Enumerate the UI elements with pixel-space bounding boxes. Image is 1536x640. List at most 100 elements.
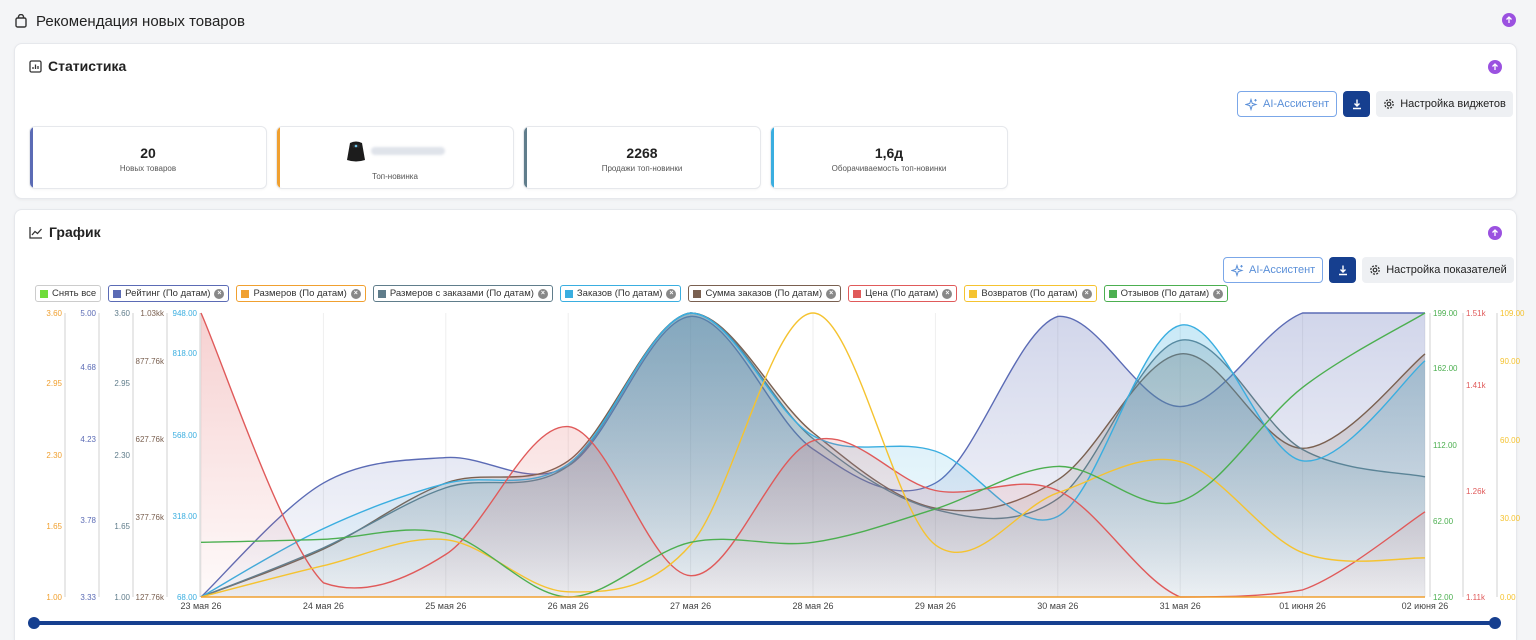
legend-clear-all[interactable]: Снять все	[35, 285, 102, 302]
y-tick-label: 199.00	[1433, 309, 1458, 318]
legend-item[interactable]: Отзывов (По датам) ×	[1103, 285, 1229, 302]
range-slider-start-handle[interactable]	[28, 617, 40, 629]
y-tick-label: 1.03kk	[140, 309, 165, 318]
collapse-graph-button[interactable]	[1488, 226, 1502, 240]
kpi-label: Новых товаров	[119, 164, 177, 173]
y-tick-label: 1.11k	[1466, 593, 1486, 602]
graph-download-button[interactable]	[1329, 257, 1357, 283]
remove-series-icon[interactable]: ×	[214, 288, 225, 299]
legend-swatch	[969, 289, 978, 298]
legend-label: Отзывов (По датам)	[1120, 288, 1210, 299]
x-tick-label: 27 мая 26	[670, 601, 711, 611]
top-product-preview	[277, 139, 513, 163]
kpi-label: Продажи топ-новинки	[601, 164, 683, 173]
y-tick-label: 818.00	[173, 349, 198, 358]
x-tick-label: 25 мая 26	[425, 601, 466, 611]
y-tick-label: 127.76k	[136, 593, 165, 602]
x-tick-label: 28 мая 26	[792, 601, 833, 611]
legend-label: Рейтинг (По датам)	[125, 288, 211, 299]
legend-item[interactable]: Сумма заказов (По датам) ×	[688, 285, 842, 302]
stats-ai-assistant-button[interactable]: AI-Ассистент	[1237, 91, 1338, 117]
remove-series-icon[interactable]: ×	[826, 288, 837, 299]
graph-ai-assistant-button[interactable]: AI-Ассистент	[1223, 257, 1324, 283]
remove-series-icon[interactable]: ×	[666, 288, 677, 299]
chart-legend: Снять все Рейтинг (По датам) × Размеров (П…	[35, 285, 1229, 302]
legend-item[interactable]: Цена (По датам) ×	[848, 285, 958, 302]
metrics-settings-button[interactable]: Настройка показателей	[1362, 257, 1514, 283]
legend-item[interactable]: Заказов (По датам) ×	[559, 285, 682, 302]
y-tick-label: 3.60	[114, 309, 130, 318]
legend-label: Размеров (По датам)	[253, 288, 347, 299]
download-icon	[1352, 99, 1361, 110]
legend-swatch	[693, 289, 702, 298]
kpi-top-product[interactable]: Топ-новинка	[276, 126, 514, 189]
remove-series-icon[interactable]: ×	[942, 288, 953, 299]
y-tick-label: 377.76k	[136, 513, 165, 522]
arrow-up-icon	[1492, 63, 1498, 70]
stats-download-button[interactable]	[1343, 91, 1371, 117]
legend-swatch	[113, 289, 122, 298]
y-tick-label: 30.00	[1500, 514, 1521, 523]
range-slider-end-handle[interactable]	[1489, 617, 1501, 629]
kpi-top-product-turnover: 1,6д Оборачиваемость топ-новинки	[770, 126, 1008, 189]
remove-series-icon[interactable]: ×	[350, 288, 361, 299]
kpi-value: 20	[140, 145, 156, 161]
page-title: Рекомендация новых товаров	[36, 12, 245, 30]
arrow-up-icon	[1506, 16, 1512, 23]
legend-item[interactable]: Рейтинг (По датам) ×	[108, 285, 230, 302]
y-tick-label: 68.00	[177, 593, 198, 602]
legend-label: Заказов (По датам)	[576, 288, 663, 299]
x-tick-label: 26 мая 26	[548, 601, 589, 611]
y-tick-label: 2.30	[114, 451, 130, 460]
y-tick-label: 1.51k	[1466, 309, 1487, 318]
y-tick-label: 0.00	[1500, 593, 1516, 602]
arrow-up-icon	[1492, 229, 1498, 236]
legend-swatch	[377, 289, 386, 298]
product-thumbnail-icon	[347, 141, 365, 162]
y-tick-label: 568.00	[173, 431, 198, 440]
sparkle-icon	[1231, 263, 1244, 277]
y-tick-label: 3.60	[46, 309, 62, 318]
collapse-stats-button[interactable]	[1488, 60, 1502, 74]
legend-label: Размеров с заказами (По датам)	[389, 288, 534, 299]
series-line	[200, 312, 1426, 598]
stats-card: Статистика AI-Ассистент Настройка виджет…	[14, 43, 1517, 199]
y-tick-label: 3.78	[80, 516, 96, 525]
stats-icon	[29, 59, 42, 73]
legend-clear-all-label: Снять все	[52, 288, 97, 299]
kpi-label: Оборачиваемость топ-новинки	[831, 164, 947, 173]
y-tick-label: 4.68	[80, 363, 96, 372]
remove-series-icon[interactable]: ×	[1213, 288, 1224, 299]
y-tick-label: 112.00	[1433, 441, 1457, 450]
remove-series-icon[interactable]: ×	[537, 288, 548, 299]
kpi-label: Топ-новинка	[372, 172, 418, 181]
collapse-page-button[interactable]	[1502, 13, 1516, 27]
y-tick-label: 877.76k	[136, 357, 165, 366]
y-tick-label: 2.95	[46, 379, 62, 388]
kpi-value: 1,6д	[874, 145, 904, 161]
y-tick-label: 948.00	[173, 309, 198, 318]
legend-item[interactable]: Размеров с заказами (По датам) ×	[372, 285, 553, 302]
x-tick-label: 02 июня 26	[1402, 601, 1449, 611]
stats-toolbar: AI-Ассистент Настройка виджетов	[1237, 91, 1513, 117]
widget-settings-button[interactable]: Настройка виджетов	[1376, 91, 1513, 117]
product-name-hidden	[371, 147, 445, 155]
y-tick-label: 12.00	[1433, 593, 1454, 602]
x-tick-label: 01 июня 26	[1279, 601, 1326, 611]
remove-series-icon[interactable]: ×	[1081, 288, 1092, 299]
legend-swatch	[853, 289, 862, 298]
kpi-value: 2268	[626, 145, 658, 161]
page-header: Рекомендация новых товаров	[14, 8, 1522, 34]
x-tick-label: 30 мая 26	[1037, 601, 1078, 611]
x-tick-label: 24 мая 26	[303, 601, 344, 611]
y-tick-label: 1.65	[114, 522, 130, 531]
legend-item[interactable]: Размеров (По датам) ×	[236, 285, 366, 302]
legend-item[interactable]: Возвратов (По датам) ×	[964, 285, 1097, 302]
legend-swatch	[1108, 289, 1117, 298]
download-icon	[1338, 265, 1347, 276]
legend-label: Цена (По датам)	[865, 288, 939, 299]
x-tick-label: 29 мая 26	[915, 601, 956, 611]
kpi-accent	[524, 127, 527, 188]
y-tick-label: 1.65	[46, 522, 62, 531]
line-chart-icon	[29, 226, 42, 239]
